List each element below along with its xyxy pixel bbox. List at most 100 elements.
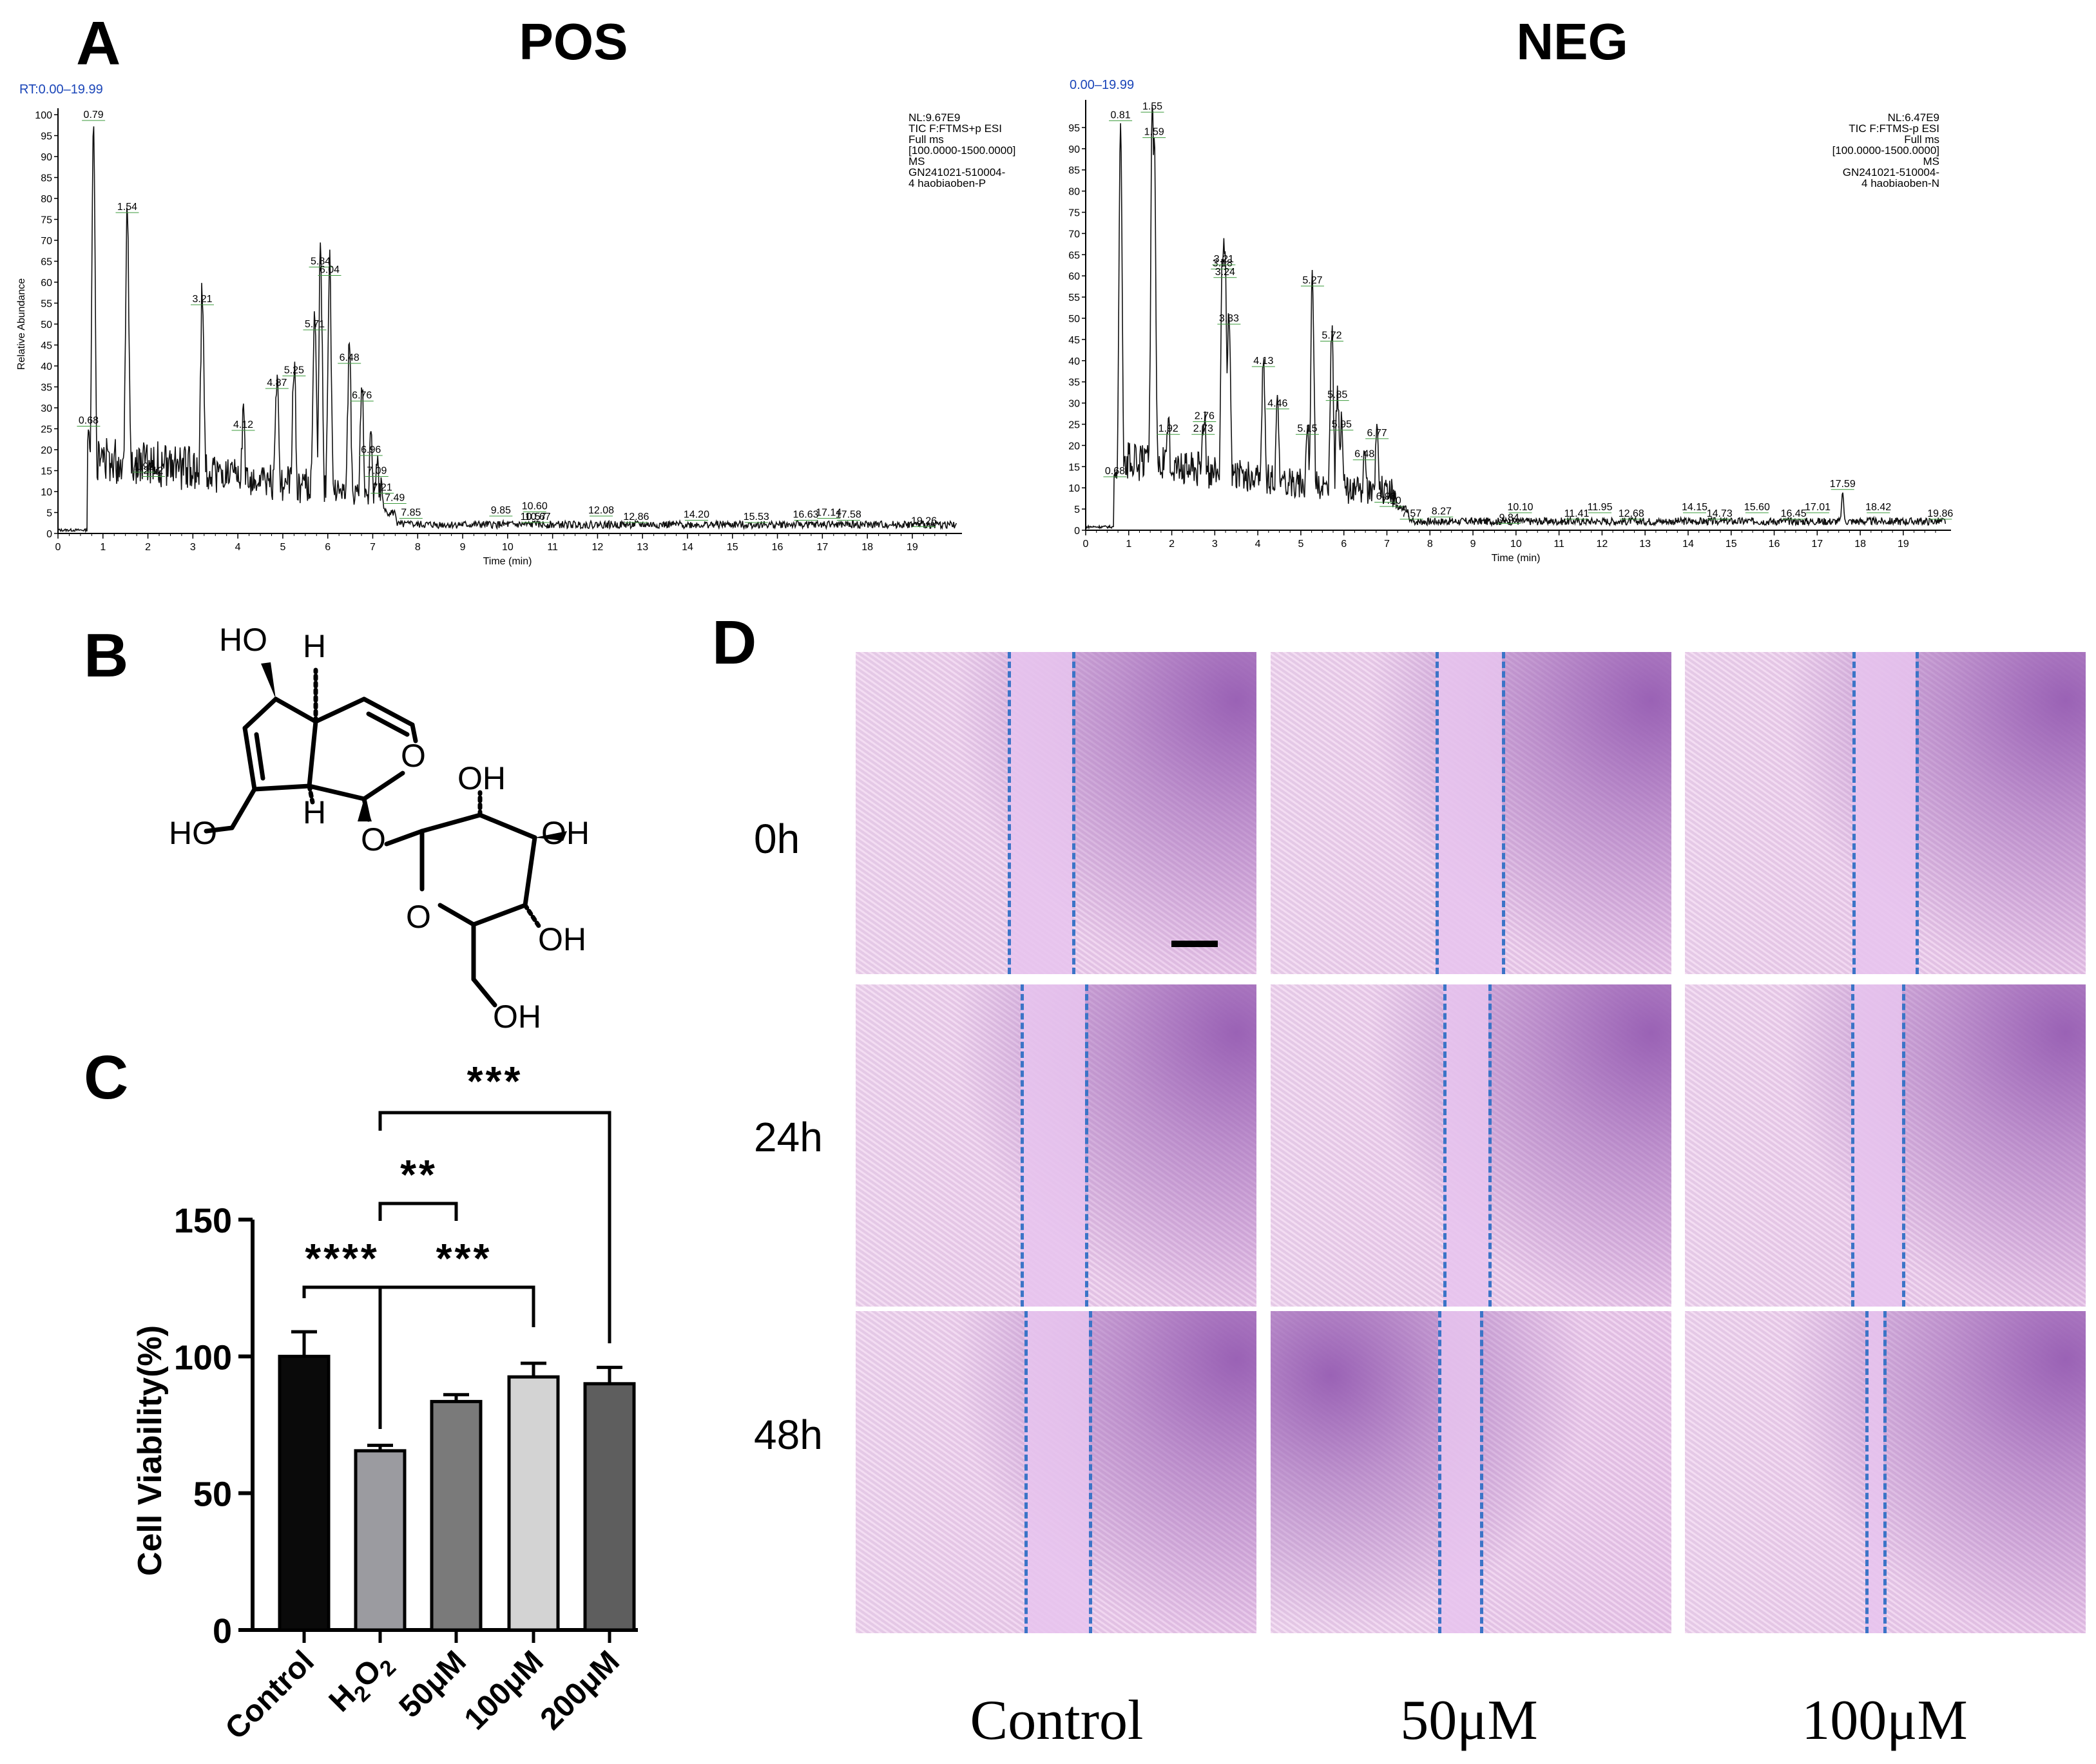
x-tick-label: H2O2 (323, 1644, 401, 1723)
bar (430, 1399, 483, 1632)
peak-label: 11.95 (1588, 502, 1613, 513)
time-label-0h: 0h (754, 816, 800, 862)
wound-image (1685, 984, 2086, 1307)
bar (354, 1449, 407, 1632)
peak-label: 4.46 (1267, 398, 1287, 409)
x-tick-label: 100μM (458, 1644, 550, 1736)
x-tick-label: 2 (145, 542, 151, 553)
y-tick-label: 5 (46, 508, 52, 519)
peak-label: 0.68 (1105, 466, 1125, 477)
bar-chart: 0 50 100 150 Cell Viability(%) Control H2O250μ… (131, 1058, 638, 1746)
x-tick-label: 11 (547, 542, 558, 553)
x-tick-label: 3 (190, 542, 196, 553)
wound-image (1271, 1311, 1671, 1633)
peak-label: 5.72 (1322, 330, 1341, 341)
structure-label: OH (493, 999, 541, 1035)
y-tick-label: 100 (35, 110, 52, 121)
y-tick-label: 85 (41, 173, 52, 184)
y-tick-label: 20 (41, 445, 52, 456)
peak-label: 1.92 (1159, 423, 1178, 434)
rt-range-label: RT:0.00–19.99 (19, 82, 103, 97)
structure-label: OH (541, 815, 590, 851)
peak-label: 4.12 (233, 419, 253, 430)
significance-label: **** (305, 1235, 380, 1281)
y-tick-label: 15 (41, 466, 52, 477)
instrument-info-line: [100.0000-1500.0000] (1832, 144, 1939, 157)
x-tick-label: 9 (460, 542, 466, 553)
peak-label: 19.86 (1927, 508, 1953, 519)
peak-label: 15.60 (1744, 502, 1770, 513)
structure-bonds (204, 667, 543, 1008)
y-tick-label: 60 (41, 278, 52, 289)
x-tick-label: 10 (502, 542, 514, 553)
x-tick-label: 50μM (393, 1644, 473, 1724)
peak-label: 10.60 (522, 501, 548, 512)
y-tick-label: 70 (1068, 229, 1080, 240)
x-tick-label: 5 (1298, 539, 1303, 550)
y-tick-label: 10 (1068, 483, 1080, 494)
significance-bracket (378, 1111, 611, 1343)
peak-label: 14.73 (1707, 508, 1733, 519)
x-tick-label: 4 (235, 542, 241, 553)
y-tick-label: 80 (41, 194, 52, 205)
wound-edge-line (1024, 1311, 1028, 1633)
x-tick-label: 18 (1854, 539, 1866, 550)
x-tick-label: 1 (100, 542, 106, 553)
wound-edge-line (1085, 984, 1088, 1307)
y-tick-label: 20 (1068, 441, 1080, 452)
y-tick-label: 80 (1068, 187, 1080, 198)
peak-label: 6.98 (1376, 492, 1396, 503)
y-tick-label: 95 (1068, 123, 1080, 134)
peak-label: 12.86 (623, 512, 649, 522)
structure-wedges (261, 662, 567, 841)
x-tick-label: Control (219, 1644, 321, 1746)
time-label-24h: 24h (754, 1114, 823, 1160)
column-label-50um: 50μM (1400, 1689, 1538, 1752)
peak-label: 8.27 (1432, 506, 1452, 517)
x-tick-label: 8 (415, 542, 421, 553)
y-tick-label: 65 (1068, 250, 1080, 261)
x-tick-label: 9 (1470, 539, 1476, 550)
y-tick-label: 100 (174, 1338, 232, 1377)
wound-gap (1851, 984, 1902, 1307)
instrument-info-line: 4 haobiaoben-P (909, 177, 986, 189)
peak-label: 10.57 (521, 512, 546, 522)
x-tick-label: 7 (370, 542, 376, 553)
peak-label: 17.59 (1830, 479, 1856, 490)
significance-label: ** (400, 1151, 437, 1198)
wound-edge-line (1916, 652, 1919, 974)
peak-label: 6.04 (320, 265, 340, 276)
bar (583, 1382, 636, 1632)
x-tick-label: 6 (1341, 539, 1347, 550)
scale-bar (1171, 941, 1218, 947)
peak-label: 7.09 (367, 466, 387, 477)
bar (507, 1375, 560, 1632)
peak-label: 7.85 (401, 508, 421, 519)
peak-label: 18.42 (1865, 502, 1891, 513)
wound-image (1685, 652, 2086, 974)
wound-edge-line (1480, 1311, 1483, 1633)
wound-gap (1008, 652, 1072, 974)
wound-image (1271, 652, 1671, 974)
wound-edge-line (1436, 652, 1439, 974)
peak-label: 10.67 (525, 512, 551, 522)
peak-label: 3.21 (1214, 254, 1234, 265)
peak-label: 3.24 (1215, 267, 1235, 278)
x-tick-label: 12 (1597, 539, 1608, 550)
y-tick-label: 25 (1068, 420, 1080, 431)
y-tick-label: 70 (41, 236, 52, 247)
x-tick-label: 12 (592, 542, 604, 553)
x-tick-label: 4 (1255, 539, 1261, 550)
peak-label: 5.15 (1297, 423, 1317, 434)
structure-label: H (303, 794, 326, 830)
x-tick-label: 14 (1682, 539, 1694, 550)
peak-label: 7.10 (1381, 495, 1401, 506)
peak-label: 15.53 (744, 512, 769, 522)
x-tick-label: 3 (1212, 539, 1218, 550)
y-tick-label: 90 (1068, 144, 1080, 155)
wound-edge-line (1883, 1311, 1887, 1633)
peak-label: 4.13 (1253, 356, 1273, 367)
wound-edge-line (1008, 652, 1011, 974)
peak-label: 0.79 (84, 110, 104, 120)
